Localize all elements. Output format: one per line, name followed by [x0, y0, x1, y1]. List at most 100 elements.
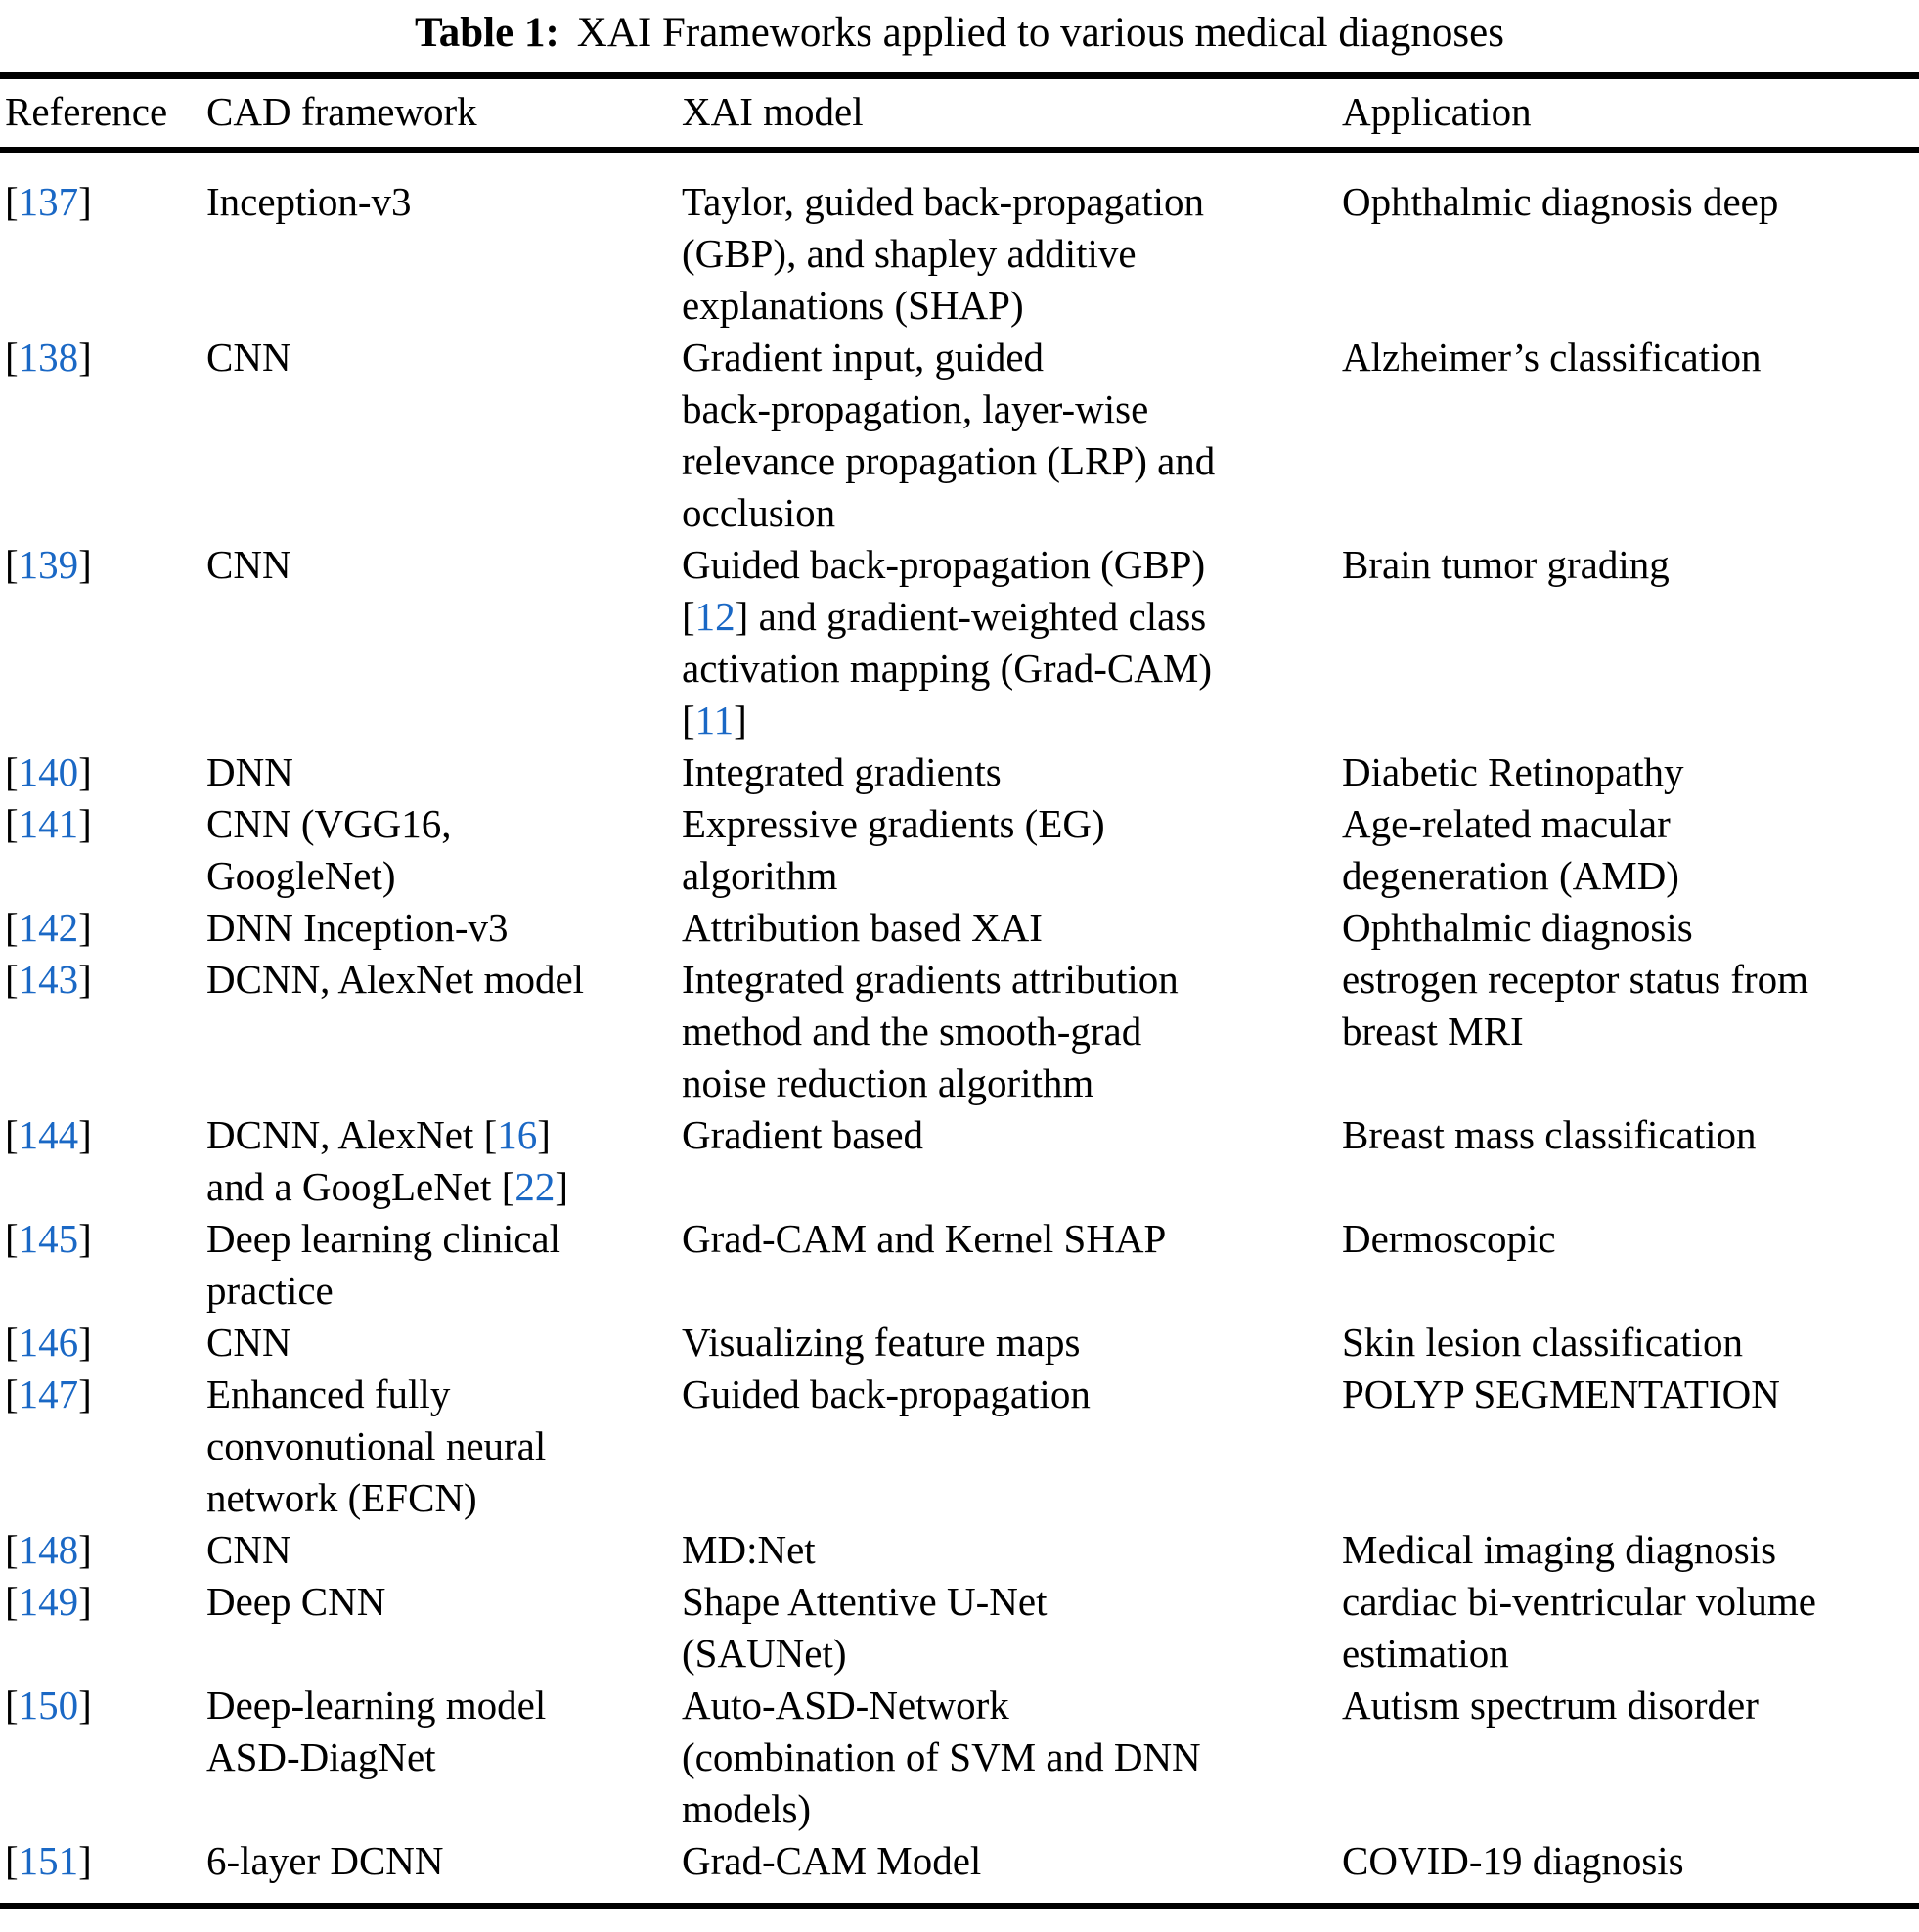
application-cell: Alzheimer’s classification — [1342, 335, 1762, 380]
table-row: [140] DNN Integrated gradients Diabetic Ret… — [0, 746, 1919, 798]
citation-bracket: [ — [5, 905, 19, 950]
reference-cell: [142] — [0, 902, 201, 954]
citation-bracket: [ — [5, 1683, 19, 1728]
citation-link[interactable]: 151 — [18, 1838, 79, 1883]
citation-link[interactable]: 148 — [18, 1527, 79, 1572]
reference-cell: [138] — [0, 332, 201, 539]
cad-framework-cell: CNN (VGG16, GoogleNet) — [206, 801, 452, 898]
reference-cell: [144] — [0, 1109, 201, 1213]
citation-link[interactable]: 147 — [18, 1371, 79, 1416]
xai-model-cell: Taylor, guided back-propagation (GBP), a… — [682, 179, 1205, 328]
cad-framework-cell: Enhanced fully convonutional neural netw… — [206, 1371, 547, 1520]
application-cell: cardiac bi-ventricular volume estimation — [1342, 1579, 1816, 1676]
xai-model-cell: Grad-CAM Model — [682, 1838, 982, 1883]
citation-link[interactable]: 143 — [18, 957, 79, 1002]
table-body: [137] Inception-v3 Taylor, guided back-pro… — [0, 153, 1919, 1909]
citation-bracket: ] — [555, 1164, 569, 1209]
citation-bracket: ] — [78, 1112, 92, 1157]
citation-link[interactable]: 11 — [694, 697, 735, 742]
citation-bracket: [ — [5, 1371, 19, 1416]
citation-bracket: [ — [5, 542, 19, 587]
xai-model-cell: Guided back-propagation (GBP) [12] and g… — [682, 542, 1212, 742]
citation-bracket: ] — [78, 1683, 92, 1728]
cad-framework-cell: DCNN, AlexNet [16] and a GoogLeNet [22] — [206, 1112, 569, 1209]
citation-bracket: ] — [537, 1112, 551, 1157]
header-cad-framework: CAD framework — [206, 89, 477, 134]
citation-bracket: ] — [78, 1527, 92, 1572]
xai-model-cell: Gradient based — [682, 1112, 924, 1157]
xai-model-cell: Shape Attentive U-Net (SAUNet) — [682, 1579, 1048, 1676]
xai-model-cell: Integrated gradients — [682, 749, 1002, 794]
citation-link[interactable]: 138 — [18, 335, 79, 380]
application-cell: Skin lesion classification — [1342, 1320, 1743, 1365]
xai-model-cell: Integrated gradients attribution method … — [682, 957, 1179, 1105]
table-row: [138] CNN Gradient input, guided back-prop… — [0, 332, 1919, 539]
cad-framework-cell: CNN — [206, 1320, 291, 1365]
citation-link[interactable]: 12 — [694, 594, 736, 639]
reference-cell: [149] — [0, 1576, 201, 1680]
reference-cell: [139] — [0, 539, 201, 746]
reference-cell: [141] — [0, 798, 201, 902]
citation-link[interactable]: 150 — [18, 1683, 79, 1728]
application-cell: COVID-19 diagnosis — [1342, 1838, 1684, 1883]
application-cell: Medical imaging diagnosis — [1342, 1527, 1777, 1572]
application-cell: Autism spectrum disorder — [1342, 1683, 1759, 1728]
table-caption-label: Table 1: — [415, 10, 559, 56]
table-row: [147] Enhanced fully convonutional neural… — [0, 1369, 1919, 1524]
citation-link[interactable]: 140 — [18, 749, 79, 794]
citation-link[interactable]: 139 — [18, 542, 79, 587]
table-row: [137] Inception-v3 Taylor, guided back-pro… — [0, 176, 1919, 332]
xai-model-cell: Visualizing feature maps — [682, 1320, 1081, 1365]
table-row: [143] DCNN, AlexNet model Integrated gradi… — [0, 954, 1919, 1109]
citation-bracket: ] — [734, 697, 747, 742]
cad-framework-cell: CNN — [206, 335, 291, 380]
citation-bracket: [ — [483, 1112, 498, 1157]
citation-bracket: [ — [5, 749, 19, 794]
reference-cell: [148] — [0, 1524, 201, 1576]
reference-cell: [143] — [0, 954, 201, 1109]
citation-bracket: [ — [501, 1164, 515, 1209]
citation-bracket: ] — [735, 594, 749, 639]
xai-model-cell: MD:Net — [682, 1527, 816, 1572]
citation-link[interactable]: 141 — [18, 801, 79, 846]
table-row: [142] DNN Inception-v3 Attribution based X… — [0, 902, 1919, 954]
application-cell: Breast mass classification — [1342, 1112, 1757, 1157]
cad-framework-cell: CNN — [206, 1527, 291, 1572]
citation-link[interactable]: 144 — [18, 1112, 79, 1157]
table-row: [146] CNN Visualizing feature maps Skin les… — [0, 1317, 1919, 1369]
citation-bracket: [ — [682, 594, 695, 639]
citation-link[interactable]: 149 — [18, 1579, 79, 1624]
table-row: [144] DCNN, AlexNet [16] and a GoogLeNet … — [0, 1109, 1919, 1213]
citation-bracket: [ — [5, 801, 19, 846]
table-row: [141] CNN (VGG16, GoogleNet) Expressive gr… — [0, 798, 1919, 902]
xai-model-cell: Gradient input, guided back-propagation,… — [682, 335, 1216, 535]
table-row: [139] CNN Guided back-propagation (GBP) [1… — [0, 539, 1919, 746]
citation-bracket: ] — [78, 1838, 92, 1883]
application-cell: Dermoscopic — [1342, 1216, 1556, 1261]
header-xai-model: XAI model — [682, 89, 864, 134]
reference-cell: [147] — [0, 1369, 201, 1524]
citation-bracket: [ — [5, 1320, 19, 1365]
citation-link[interactable]: 137 — [18, 179, 79, 224]
citation-link[interactable]: 142 — [18, 905, 79, 950]
citation-bracket: ] — [78, 1320, 92, 1365]
cad-framework-cell: Inception-v3 — [206, 179, 412, 224]
xai-model-cell: Auto-ASD-Network (combination of SVM and… — [682, 1683, 1201, 1831]
citation-bracket: [ — [5, 179, 19, 224]
reference-cell: [150] — [0, 1680, 201, 1835]
citation-bracket: [ — [5, 1216, 19, 1261]
citation-bracket: ] — [78, 905, 92, 950]
cad-framework-cell: 6-layer DCNN — [206, 1838, 444, 1883]
citation-link[interactable]: 145 — [18, 1216, 79, 1261]
citation-bracket: ] — [78, 179, 92, 224]
citation-link[interactable]: 16 — [497, 1112, 538, 1157]
citation-link[interactable]: 22 — [514, 1164, 556, 1209]
cad-framework-cell: Deep CNN — [206, 1579, 386, 1624]
citation-bracket: [ — [5, 1527, 19, 1572]
citation-link[interactable]: 146 — [18, 1320, 79, 1365]
reference-cell: [140] — [0, 746, 201, 798]
application-cell: Ophthalmic diagnosis deep — [1342, 179, 1779, 224]
citation-bracket: [ — [5, 957, 19, 1002]
cad-framework-cell: Deep learning clinical practice — [206, 1216, 560, 1313]
